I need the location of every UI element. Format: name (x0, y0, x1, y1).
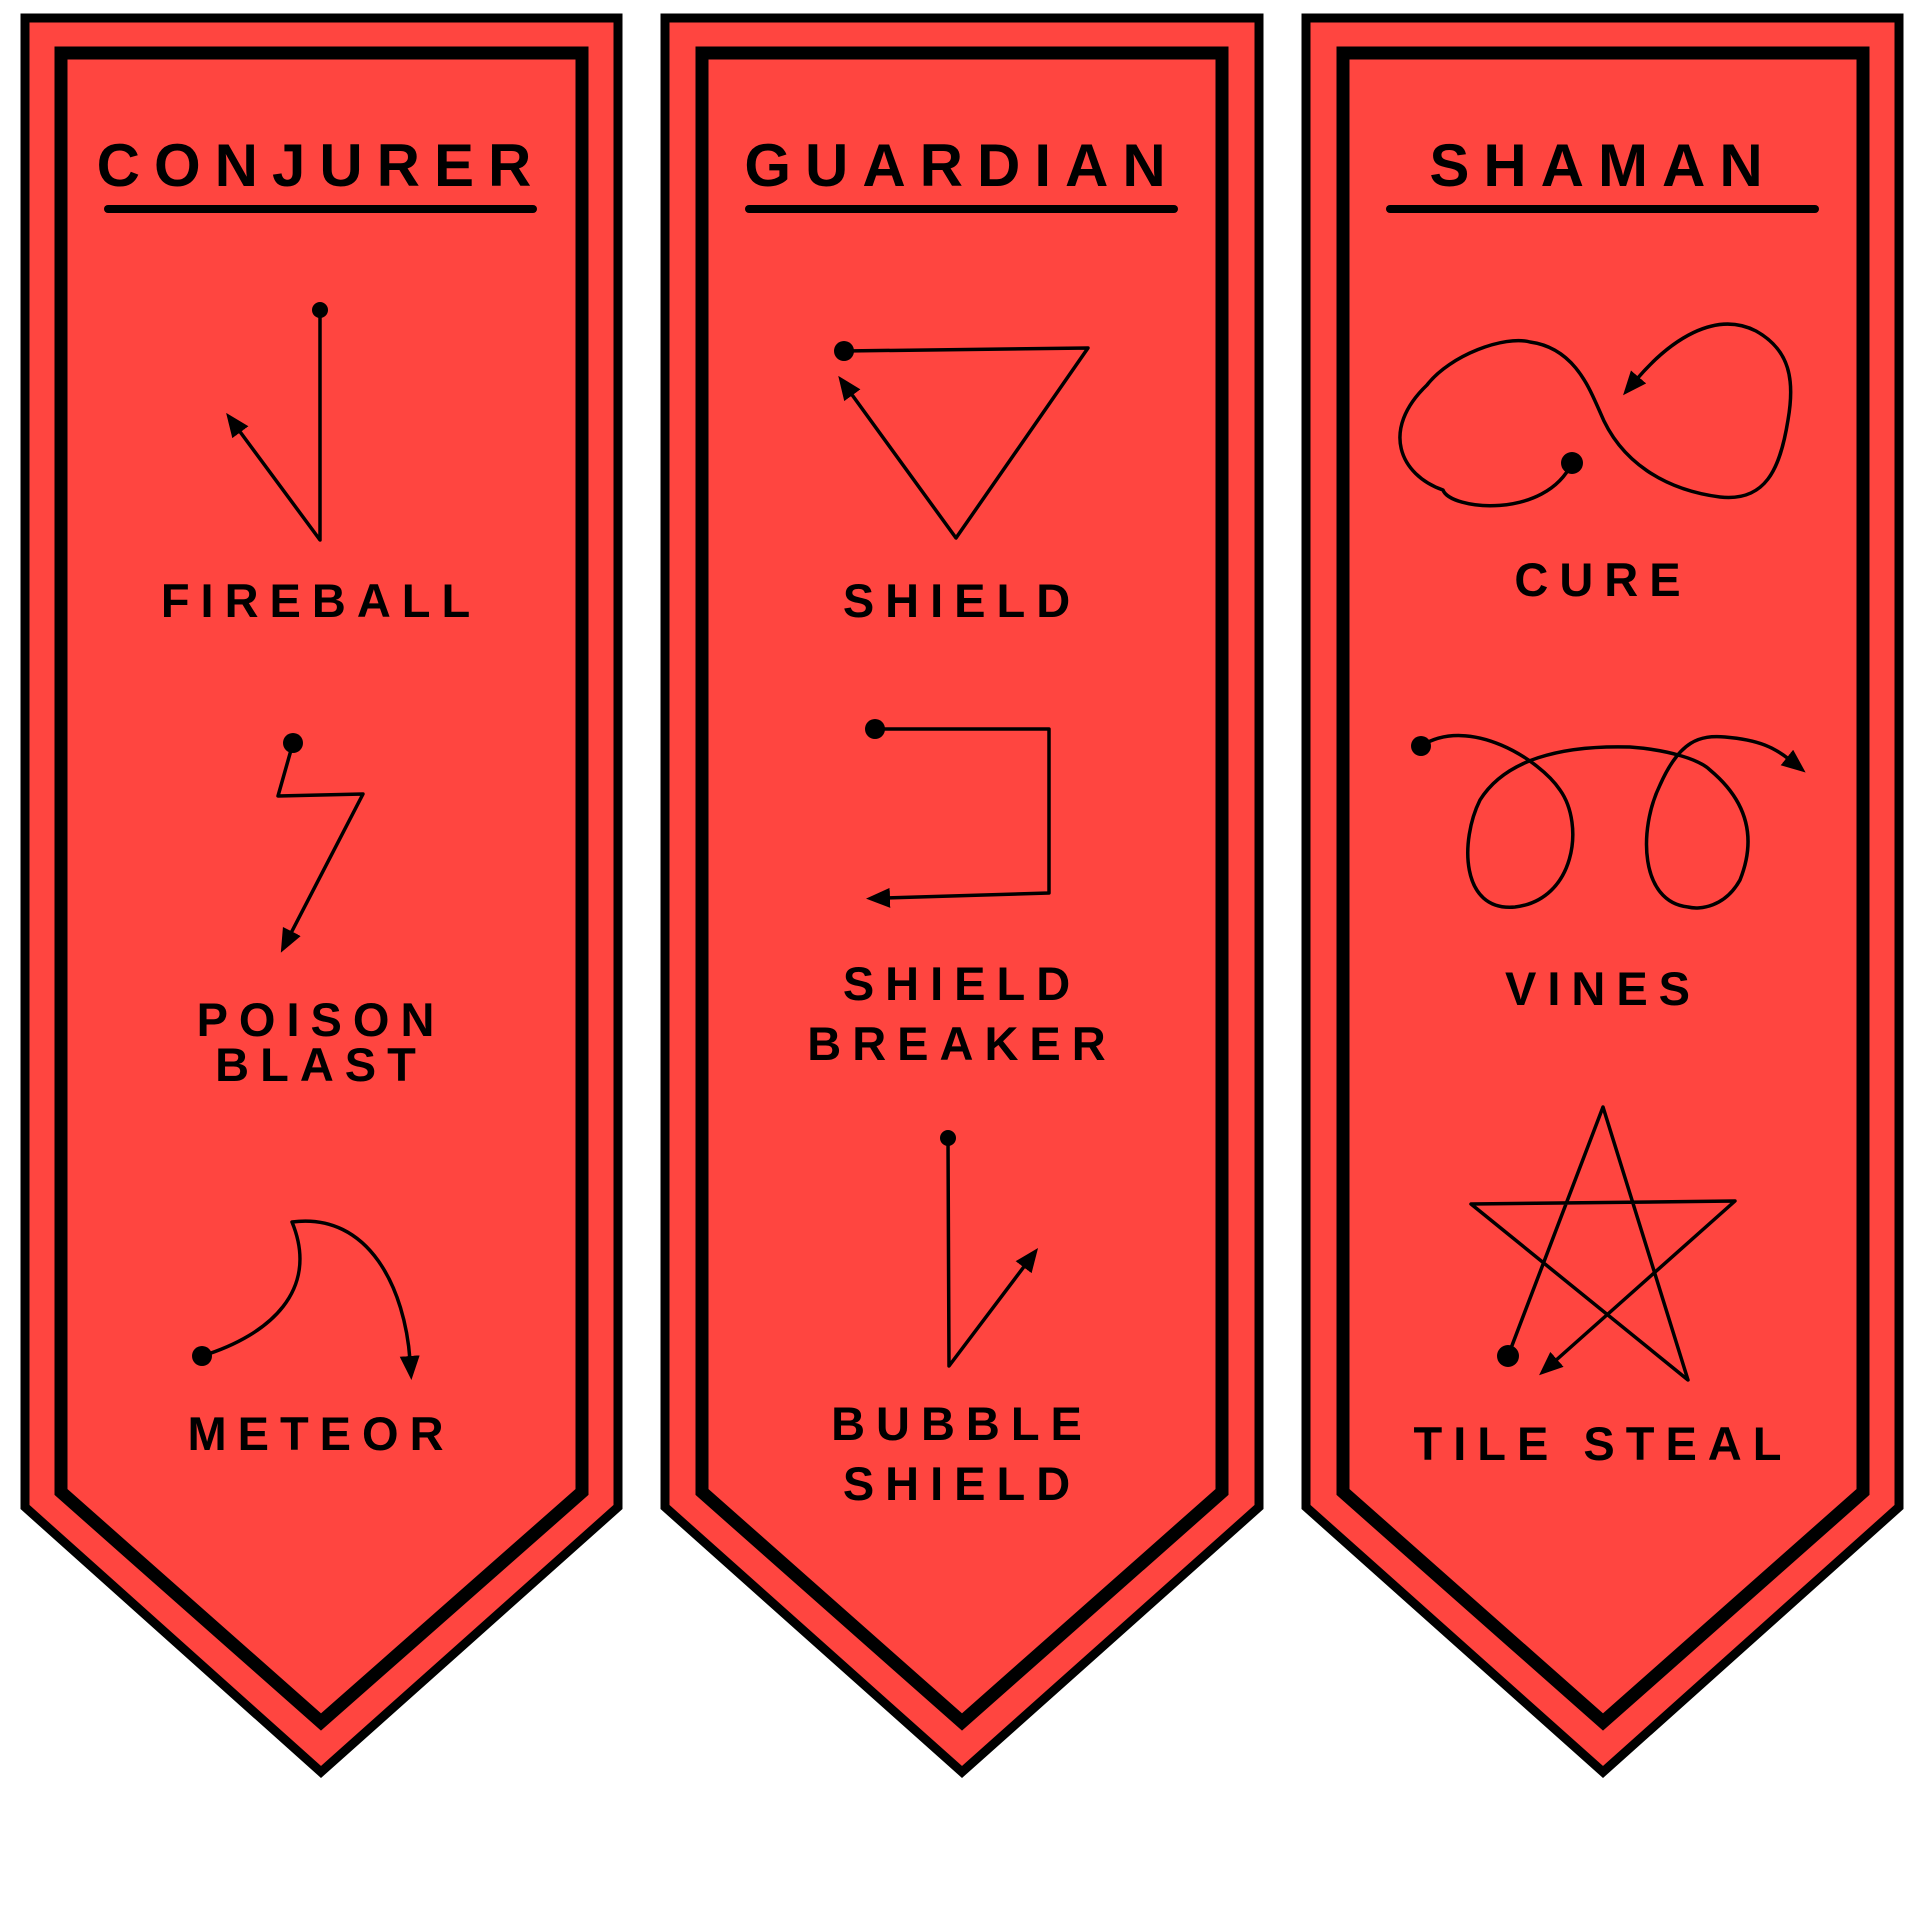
meteor-gesture-icon (192, 1219, 420, 1380)
class-title: CONJURER (97, 132, 546, 199)
poison-blast-gesture-icon (276, 733, 365, 953)
spell-label: FIREBALL (161, 574, 481, 627)
spell-label: BLAST (215, 1038, 427, 1091)
spell-label: SHIELD (843, 957, 1081, 1010)
spell-label: VINES (1505, 962, 1701, 1015)
banner-guardian: GUARDIAN SHIELD SHIELD BREAKER BUBBLE SH… (660, 13, 1264, 1779)
spell-label: BREAKER (807, 1017, 1116, 1070)
spell-label: CURE (1514, 553, 1691, 606)
banner-conjurer: CONJURER FIREBALL POISON BLAST METEOR (20, 13, 623, 1779)
banner-shaman: SHAMAN CURE VINES TILE STEAL (1301, 13, 1904, 1779)
spell-label: METEOR (187, 1407, 454, 1460)
shield-gesture-icon (834, 341, 1090, 540)
bubble-shield-gesture-icon (940, 1130, 1039, 1368)
tile-steal-gesture-icon (1469, 1105, 1737, 1382)
spell-label: SHIELD (843, 574, 1081, 627)
spell-label: BUBBLE (831, 1397, 1093, 1450)
class-title: GUARDIAN (744, 132, 1179, 199)
shield-breaker-gesture-icon (865, 719, 1051, 908)
spell-label: SHIELD (843, 1457, 1081, 1510)
spell-label: TILE STEAL (1414, 1417, 1793, 1470)
class-title: SHAMAN (1429, 132, 1776, 199)
cure-gesture-icon (1398, 322, 1793, 508)
spell-label: POISON (197, 993, 446, 1046)
fireball-gesture-icon (226, 302, 328, 542)
vines-gesture-icon (1411, 733, 1806, 910)
